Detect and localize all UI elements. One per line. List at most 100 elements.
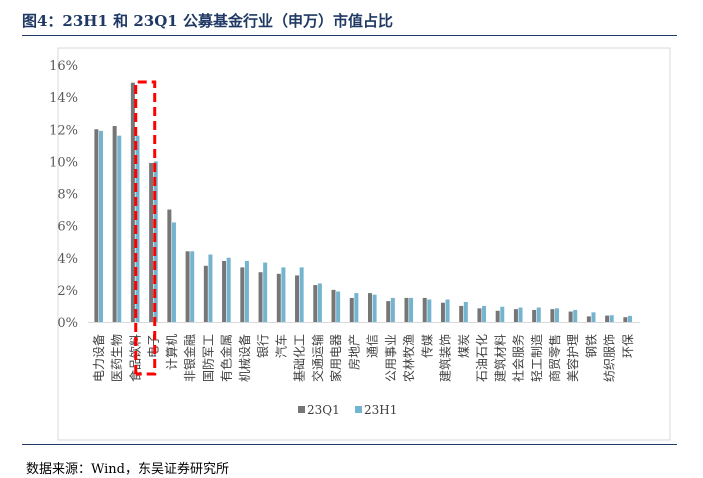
bar-23Q1 (568, 311, 573, 322)
bar-23Q1 (623, 317, 628, 322)
bar-23H1 (354, 293, 359, 322)
bar-23H1 (409, 297, 414, 322)
footer-rule (22, 444, 677, 445)
bar-23Q1 (203, 265, 208, 322)
bar-23Q1 (550, 309, 555, 322)
bar-23H1 (372, 294, 377, 322)
bar-23H1 (591, 312, 596, 322)
x-tick-label: 煤炭 (457, 334, 471, 358)
bar-23H1 (317, 283, 322, 322)
x-tick-label: 交通运输 (310, 334, 325, 382)
y-tick-label: 14% (49, 91, 78, 106)
bar-23H1 (208, 254, 213, 322)
bar-23H1 (536, 307, 541, 322)
x-tick-label: 机械设备 (237, 334, 252, 382)
y-tick-label: 0% (57, 316, 78, 331)
bar-23H1 (226, 257, 231, 322)
x-tick-label: 计算机 (164, 334, 179, 370)
bar-23Q1 (276, 273, 281, 322)
bar-23Q1 (185, 251, 190, 322)
x-tick-label: 轻工制造 (530, 334, 544, 382)
bar-23Q1 (167, 209, 172, 322)
bar-23Q1 (586, 316, 591, 322)
bar-23Q1 (459, 305, 464, 322)
bar-23Q1 (94, 129, 99, 322)
legend-label-23H1: 23H1 (364, 403, 397, 417)
bar-23Q1 (295, 275, 300, 322)
bar-23Q1 (331, 289, 336, 322)
bar-23H1 (190, 251, 195, 322)
bar-23Q1 (404, 297, 409, 322)
x-tick-label: 房地产 (346, 334, 361, 370)
bar-23H1 (500, 306, 505, 322)
title-rule (22, 35, 677, 36)
bar-23H1 (427, 299, 432, 322)
legend-swatch-23Q1 (298, 406, 305, 413)
x-tick-label: 银行 (256, 334, 270, 358)
bar-23Q1 (222, 260, 227, 322)
bar-23Q1 (513, 309, 518, 322)
figure-title: 图4：23H1 和 23Q1 公募基金行业（申万）市值占比 (22, 12, 393, 30)
y-tick-label: 4% (57, 252, 78, 267)
bar-23Q1 (130, 82, 135, 322)
x-tick-label: 纺织服饰 (603, 334, 617, 382)
bar-23H1 (445, 299, 450, 322)
x-tick-label: 电力设备 (92, 334, 106, 382)
x-tick-label: 国防军工 (200, 334, 215, 382)
bar-23Q1 (440, 302, 445, 322)
bar-23H1 (263, 262, 268, 322)
x-tick-label: 基础化工 (293, 334, 307, 382)
bar-23H1 (299, 267, 304, 322)
x-tick-label: 建筑材料 (492, 334, 507, 382)
y-tick-label: 8% (57, 188, 78, 203)
x-tick-label: 石油石化 (475, 334, 489, 382)
x-tick-label: 非银金融 (182, 334, 197, 382)
bar-23Q1 (240, 267, 245, 322)
bar-23H1 (336, 291, 341, 322)
bar-23H1 (135, 135, 140, 322)
y-tick-label: 16% (49, 59, 78, 74)
legend-label-23Q1: 23Q1 (307, 403, 340, 417)
bar-23H1 (244, 260, 249, 322)
bar-23Q1 (368, 293, 372, 322)
x-tick-label: 钢铁 (584, 334, 598, 358)
x-tick-label: 传媒 (419, 334, 434, 358)
y-tick-label: 12% (49, 123, 78, 138)
bar-23Q1 (605, 315, 610, 322)
bar-23Q1 (477, 308, 482, 322)
source-note: 数据来源：Wind，东吴证券研究所 (26, 462, 229, 477)
bar-23Q1 (422, 297, 427, 322)
chart-border (57, 47, 671, 441)
bar-23Q1 (386, 301, 391, 322)
bar-23H1 (518, 307, 523, 322)
bar-23Q1 (149, 162, 154, 322)
bar-23H1 (171, 222, 176, 322)
legend-swatch-23H1 (355, 406, 362, 413)
bar-23H1 (281, 267, 286, 322)
bar-23H1 (482, 305, 487, 322)
x-tick-label: 汽车 (273, 334, 288, 358)
bar-23Q1 (258, 272, 263, 322)
bar-23H1 (463, 301, 468, 322)
bar-23Q1 (313, 285, 318, 322)
x-tick-label: 美容护理 (565, 334, 580, 382)
bar-23H1 (555, 308, 559, 322)
bar-23Q1 (532, 309, 537, 322)
y-tick-label: 2% (57, 284, 78, 299)
bar-23Q1 (495, 310, 500, 322)
x-tick-label: 环保 (621, 334, 635, 358)
bar-23Q1 (349, 297, 354, 322)
bar-23H1 (99, 130, 103, 322)
x-tick-label: 建筑装饰 (438, 334, 453, 382)
y-tick-label: 10% (49, 155, 78, 170)
x-tick-label: 农林牧渔 (402, 334, 416, 382)
bar-23H1 (117, 135, 122, 322)
x-tick-label: 公用事业 (384, 334, 398, 382)
bar-23H1 (573, 309, 578, 322)
x-tick-label: 家用电器 (328, 334, 343, 382)
x-tick-label: 商贸零售 (547, 334, 562, 382)
highlight-box (134, 80, 157, 376)
bar-23H1 (627, 315, 632, 322)
x-tick-label: 通信 (366, 334, 380, 358)
